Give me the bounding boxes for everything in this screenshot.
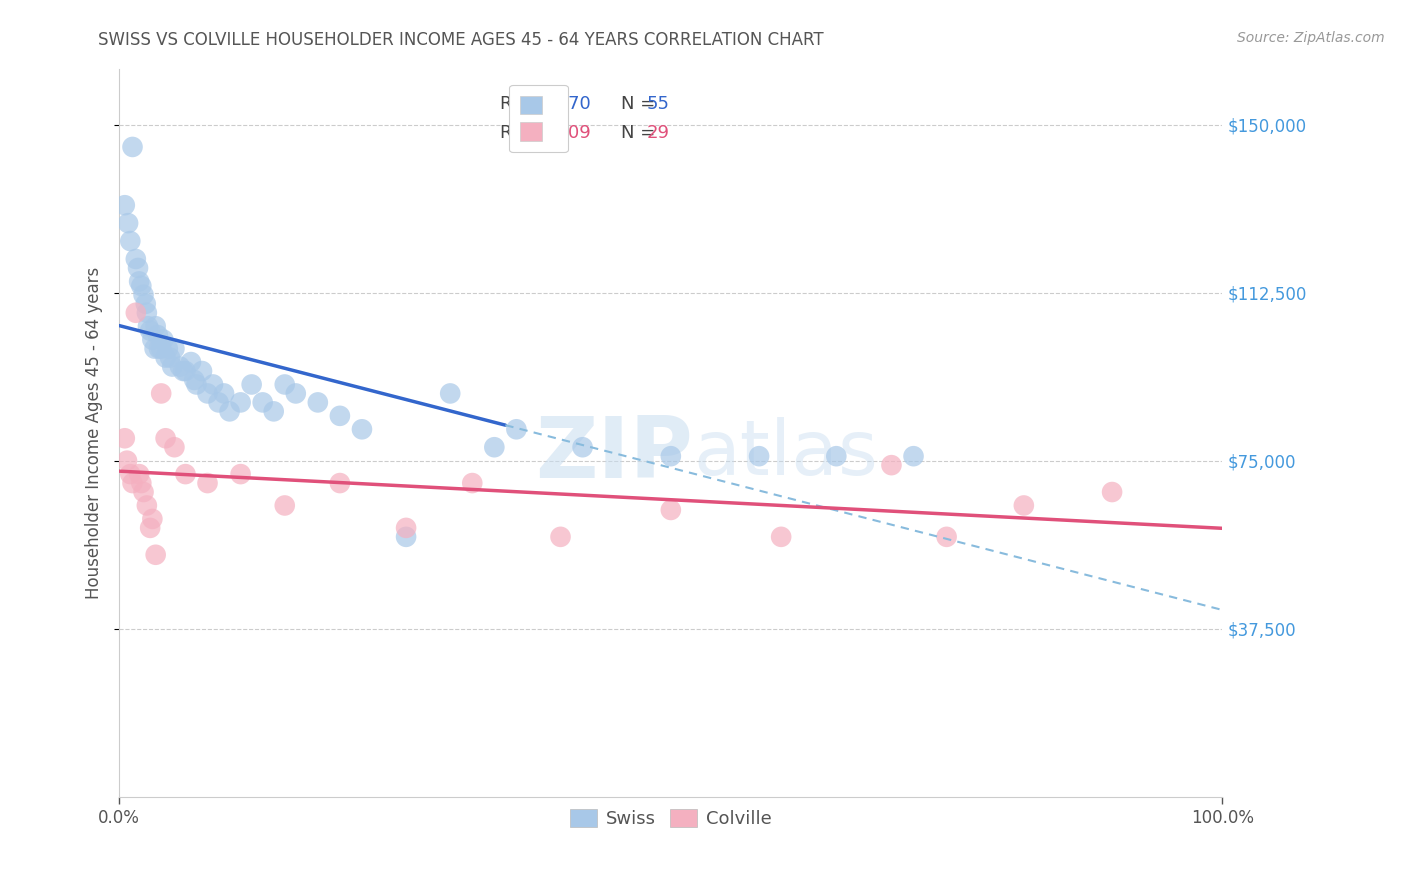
Point <box>145 319 167 334</box>
Point <box>825 449 848 463</box>
Point <box>571 440 593 454</box>
Text: -0.470: -0.470 <box>533 95 591 112</box>
Point <box>125 306 148 320</box>
Point <box>117 216 139 230</box>
Point <box>183 373 205 387</box>
Point <box>139 521 162 535</box>
Point <box>439 386 461 401</box>
Point <box>120 234 142 248</box>
Point <box>274 377 297 392</box>
Point <box>120 467 142 482</box>
Point <box>150 386 173 401</box>
Point <box>748 449 770 463</box>
Point <box>229 395 252 409</box>
Point <box>350 422 373 436</box>
Point <box>274 499 297 513</box>
Point <box>128 274 150 288</box>
Point <box>163 342 186 356</box>
Point <box>191 364 214 378</box>
Point <box>156 342 179 356</box>
Point <box>114 198 136 212</box>
Point <box>121 476 143 491</box>
Text: SWISS VS COLVILLE HOUSEHOLDER INCOME AGES 45 - 64 YEARS CORRELATION CHART: SWISS VS COLVILLE HOUSEHOLDER INCOME AGE… <box>98 31 824 49</box>
Y-axis label: Householder Income Ages 45 - 64 years: Householder Income Ages 45 - 64 years <box>86 267 103 599</box>
Text: R =: R = <box>501 95 538 112</box>
Point <box>505 422 527 436</box>
Point <box>155 431 177 445</box>
Point <box>132 485 155 500</box>
Point <box>186 377 208 392</box>
Point <box>307 395 329 409</box>
Point <box>395 521 418 535</box>
Point <box>132 288 155 302</box>
Point <box>180 355 202 369</box>
Point <box>229 467 252 482</box>
Point <box>903 449 925 463</box>
Point <box>935 530 957 544</box>
Point <box>121 140 143 154</box>
Point <box>150 342 173 356</box>
Point <box>218 404 240 418</box>
Point <box>197 386 219 401</box>
Text: N =: N = <box>621 124 661 142</box>
Text: ZIP: ZIP <box>536 413 693 496</box>
Point <box>131 476 153 491</box>
Point <box>141 333 163 347</box>
Point <box>145 548 167 562</box>
Point <box>880 458 903 472</box>
Point <box>141 512 163 526</box>
Point <box>172 364 194 378</box>
Point <box>395 530 418 544</box>
Point <box>127 260 149 275</box>
Text: Source: ZipAtlas.com: Source: ZipAtlas.com <box>1237 31 1385 45</box>
Point <box>128 467 150 482</box>
Point <box>207 395 229 409</box>
Point <box>770 530 793 544</box>
Point <box>174 467 197 482</box>
Point <box>212 386 235 401</box>
Point <box>115 453 138 467</box>
Point <box>135 499 157 513</box>
Point <box>1012 499 1035 513</box>
Point <box>329 476 352 491</box>
Point <box>135 297 157 311</box>
Point <box>135 306 157 320</box>
Point <box>484 440 506 454</box>
Point <box>202 377 225 392</box>
Point <box>155 351 177 365</box>
Legend: Swiss, Colville: Swiss, Colville <box>562 801 779 835</box>
Point <box>461 476 484 491</box>
Text: R =: R = <box>501 124 538 142</box>
Text: atlas: atlas <box>693 417 877 491</box>
Point <box>152 333 174 347</box>
Point <box>143 342 166 356</box>
Point <box>169 359 191 374</box>
Point <box>240 377 263 392</box>
Text: N =: N = <box>621 95 661 112</box>
Point <box>146 328 169 343</box>
Point <box>329 409 352 423</box>
Point <box>1101 485 1123 500</box>
Point <box>131 278 153 293</box>
Point <box>139 324 162 338</box>
Point <box>659 503 682 517</box>
Point <box>114 431 136 445</box>
Point <box>284 386 307 401</box>
Point <box>197 476 219 491</box>
Text: 29: 29 <box>647 124 669 142</box>
Point <box>550 530 572 544</box>
Point <box>159 351 181 365</box>
Text: -0.309: -0.309 <box>533 124 591 142</box>
Point <box>174 364 197 378</box>
Point <box>136 319 159 334</box>
Point <box>160 359 183 374</box>
Point <box>659 449 682 463</box>
Point <box>125 252 148 266</box>
Point <box>163 440 186 454</box>
Point <box>263 404 285 418</box>
Point <box>252 395 274 409</box>
Text: 55: 55 <box>647 95 669 112</box>
Point <box>148 342 170 356</box>
